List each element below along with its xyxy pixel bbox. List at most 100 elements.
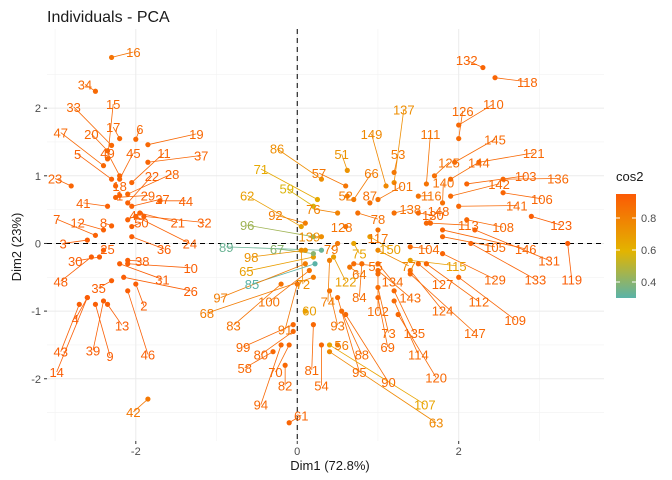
point-83 [278,281,284,287]
point-74 [326,257,333,263]
point-label-71: 71 [254,162,268,177]
point-71 [314,196,321,203]
point-62 [298,223,304,230]
y-tick-label: -1 [31,306,41,318]
connector-36 [131,236,165,250]
point-90 [343,311,349,318]
connector-33 [73,106,112,146]
point-label-18: 18 [112,179,126,194]
point-100 [306,267,312,274]
connector-55 [353,263,376,267]
point-label-146: 146 [515,242,537,257]
point-50 [129,223,135,230]
point-125 [431,173,438,179]
point-68 [310,274,316,280]
point-41 [104,203,111,209]
point-label-2: 2 [140,299,147,314]
connector-63 [329,351,437,424]
connector-65 [246,256,314,272]
connector-57 [318,172,346,187]
point-138 [391,210,397,216]
point-67 [310,251,316,257]
point-95 [335,294,341,301]
point-label-41: 41 [76,196,90,211]
connector-98 [251,249,306,258]
connector-73 [377,287,389,333]
point-101 [375,196,381,203]
point-150 [367,234,373,240]
point-24 [133,213,139,219]
point-label-113: 113 [458,218,479,233]
point-141 [456,203,462,209]
y-axis-title: Dim2 (23%) [9,213,24,282]
connector-81 [311,324,314,370]
point-label-93: 93 [330,318,344,333]
point-label-83: 83 [226,318,240,333]
point-label-88: 88 [355,347,369,362]
point-label-33: 33 [66,100,80,115]
connector-58 [244,351,274,369]
connector-32 [143,215,205,223]
point-66 [351,196,357,203]
connector-119 [567,243,573,280]
point-75 [351,240,357,247]
point-label-29: 29 [141,188,155,203]
point-label-139: 139 [299,230,321,245]
connector-2 [135,283,145,306]
point-133 [468,240,474,247]
point-label-109: 109 [504,313,526,328]
connector-70 [275,344,290,373]
point-label-85: 85 [245,277,259,292]
x-tick-label: 2 [456,446,462,458]
connector-51 [341,154,348,171]
point-label-143: 143 [399,291,421,306]
point-label-62: 62 [240,188,254,203]
point-117 [375,227,381,233]
point-2 [133,281,139,287]
connector-48 [60,256,92,282]
point-86 [318,176,325,182]
point-label-38: 38 [135,254,149,269]
connector-101 [377,185,403,200]
connector-3 [63,239,88,244]
point-label-73: 73 [381,326,395,341]
point-label-20: 20 [84,127,98,142]
point-label-52: 52 [338,188,352,203]
point-96 [310,234,316,240]
point-label-68: 68 [200,306,214,321]
connector-121 [478,152,534,163]
point-label-100: 100 [258,295,280,310]
connector-111 [426,133,431,184]
point-38 [125,257,131,263]
connector-47 [60,132,104,166]
point-label-95: 95 [352,365,366,380]
point-11 [129,179,135,186]
point-1 [117,192,123,199]
point-42 [145,396,151,402]
point-149 [383,183,389,189]
point-label-7: 7 [53,212,60,227]
connector-92 [275,214,306,224]
point-label-8: 8 [100,215,107,230]
point-130 [415,210,421,216]
point-label-69: 69 [380,340,394,355]
point-label-40: 40 [129,208,143,223]
point-16 [108,54,115,61]
legend-title: cos2 [616,169,643,184]
y-tick-label: 2 [35,103,41,115]
connector-134 [377,263,393,282]
point-label-86: 86 [270,142,284,157]
point-label-98: 98 [244,250,258,265]
point-label-89: 89 [219,240,233,255]
point-label-22: 22 [145,169,159,184]
point-label-129: 129 [484,272,506,287]
point-89 [318,247,325,253]
point-label-84: 84 [352,290,366,305]
connector-5 [77,153,112,180]
connector-42 [133,398,149,413]
point-40 [125,217,131,223]
point-label-50: 50 [134,215,148,230]
point-79 [335,240,341,247]
point-label-1: 1 [116,188,123,203]
chart-title: Individuals - PCA [47,9,170,26]
